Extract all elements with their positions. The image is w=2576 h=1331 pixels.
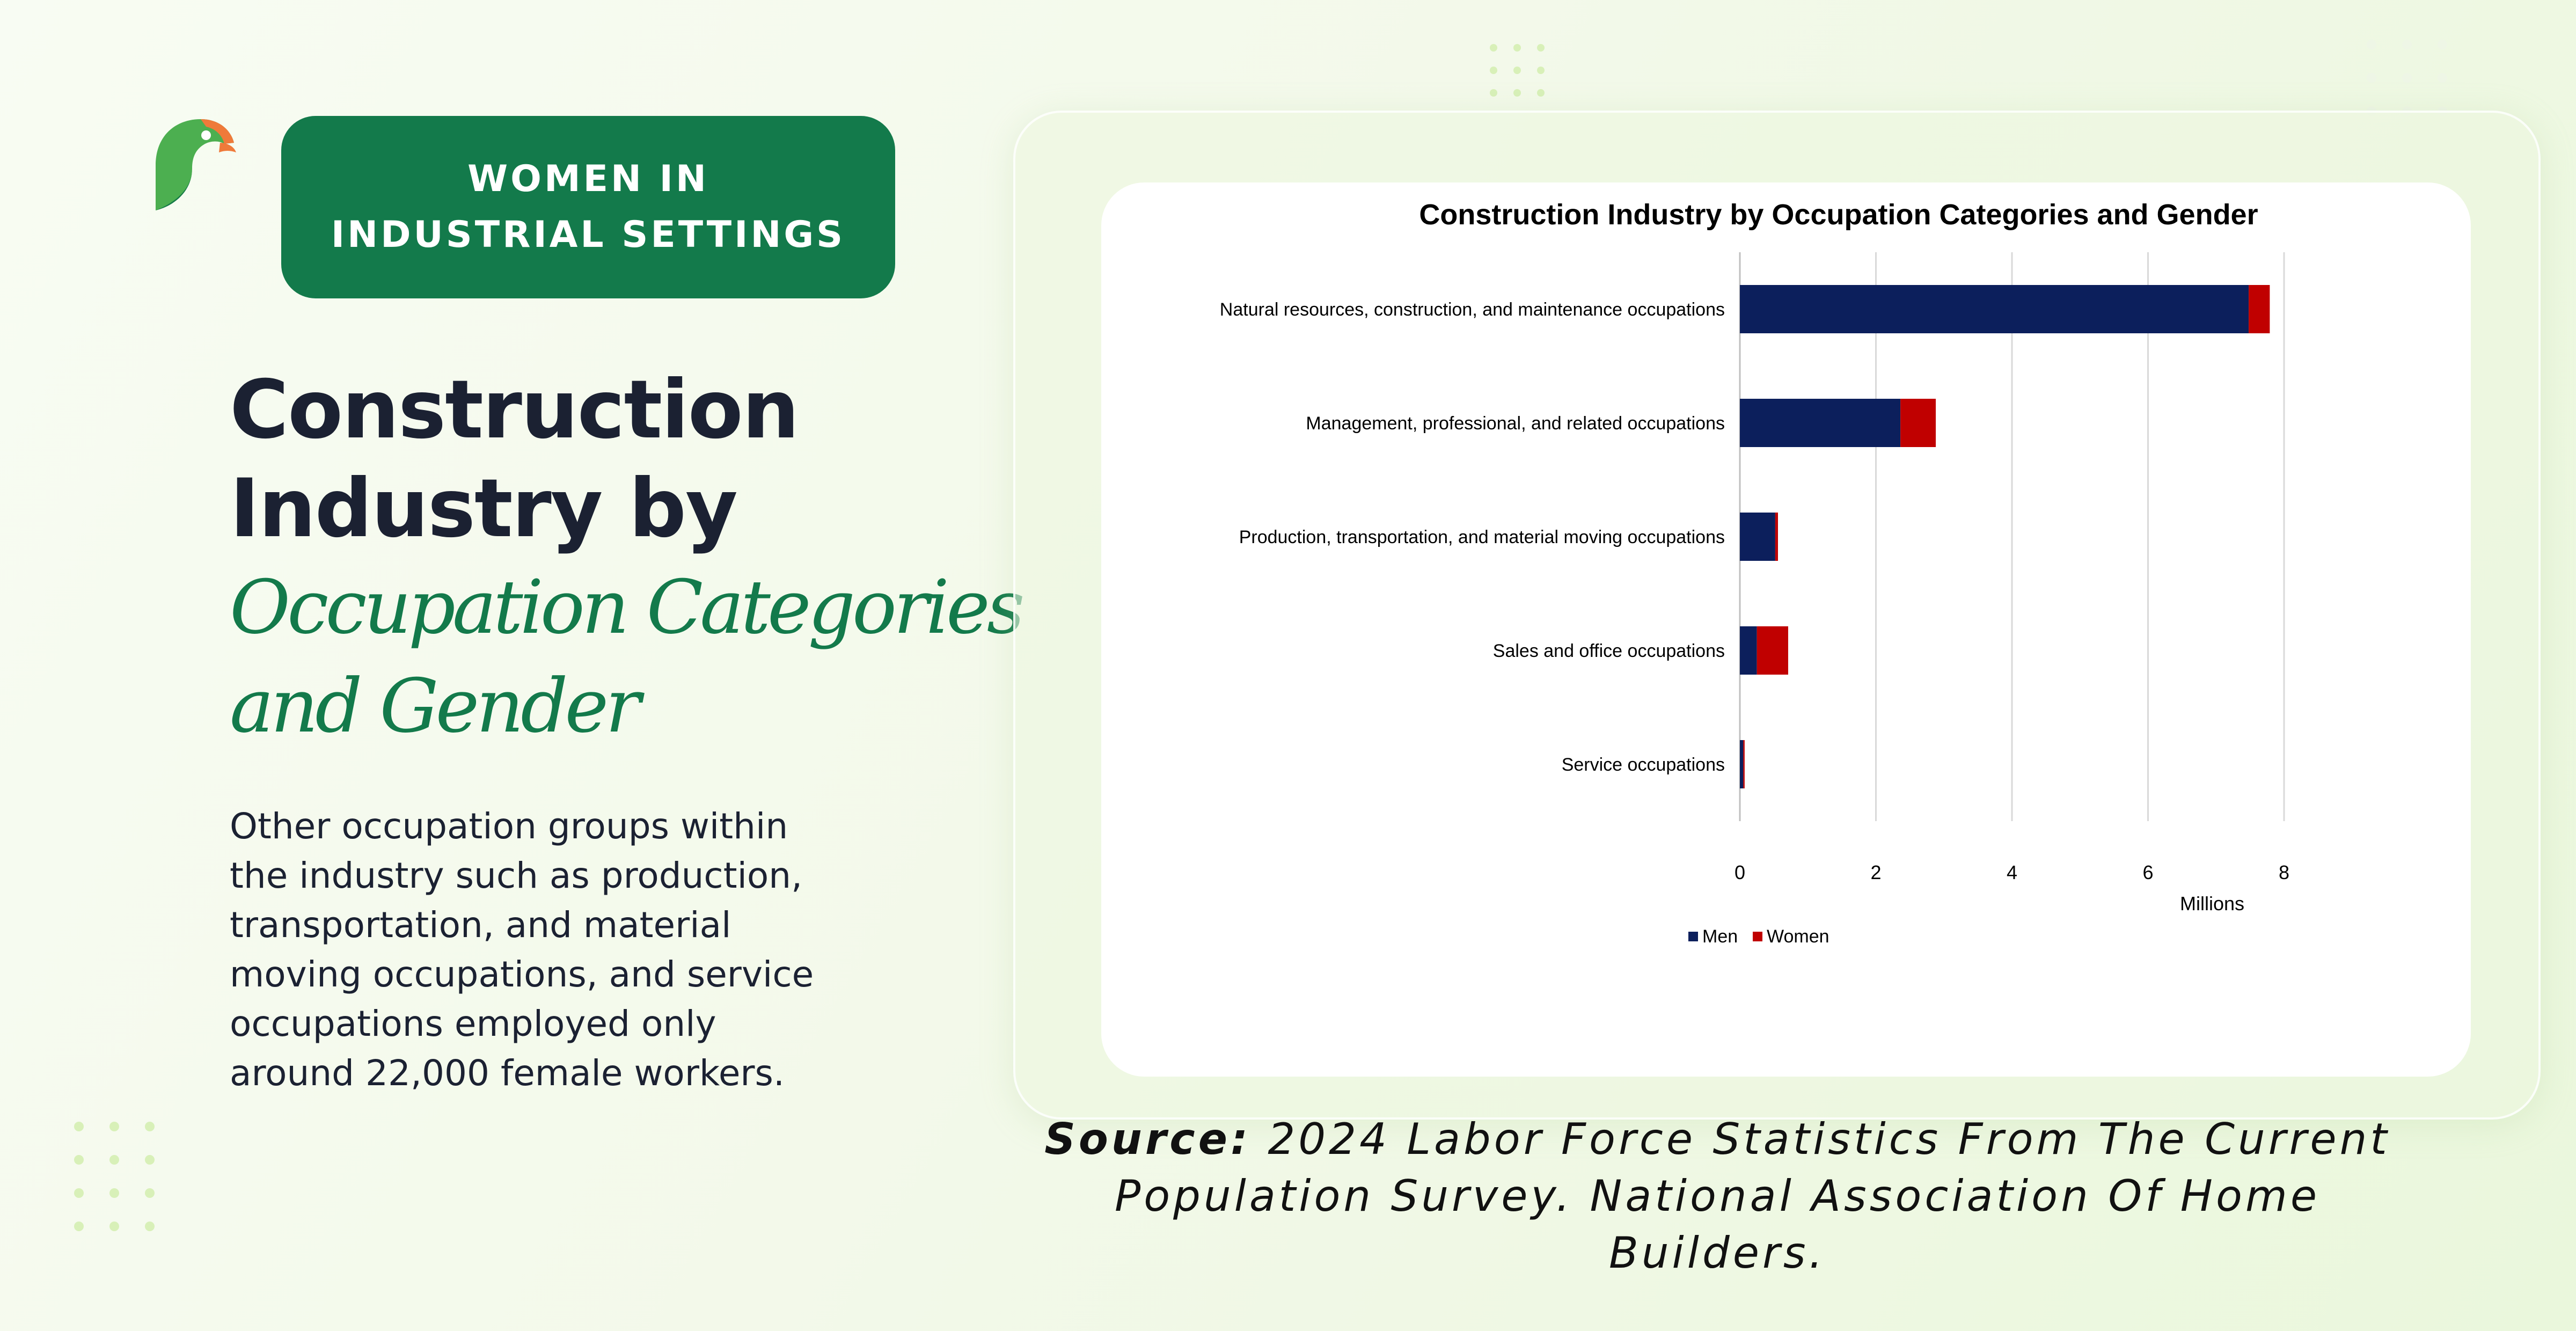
source-citation: Source: 2024 Labor Force Statistics From…: [1009, 1111, 2426, 1282]
bar-men: [1740, 285, 2249, 333]
page-title: Construction Industry by Occupation Cate…: [230, 361, 1025, 756]
decorative-dots-top: [1490, 44, 1547, 97]
chart-title: Construction Industry by Occupation Cate…: [1419, 199, 2258, 231]
x-axis-label: Millions: [2180, 893, 2244, 915]
x-tick-label: 6: [2142, 861, 2153, 883]
x-tick-label: 8: [2279, 861, 2289, 883]
y-category-label: Service occupations: [1562, 755, 1725, 775]
legend-label-men: Men: [1702, 926, 1738, 947]
category-badge: WOMEN IN INDUSTRIAL SETTINGS: [281, 116, 895, 298]
decorative-dots-left: [74, 1122, 156, 1231]
y-category-label: Natural resources, construction, and mai…: [1220, 299, 1725, 320]
page-title-line-4: and Gender: [230, 663, 641, 749]
y-category-label: Management, professional, and related oc…: [1306, 413, 1725, 434]
legend-label-women: Women: [1767, 926, 1829, 947]
source-text: 2024 Labor Force Statistics From The Cur…: [1114, 1114, 2390, 1278]
legend-swatch-men: [1688, 932, 1698, 941]
bar-women: [1743, 740, 1745, 788]
bar-men: [1740, 740, 1744, 788]
legend-swatch-women: [1753, 932, 1762, 941]
category-badge-label: WOMEN IN INDUSTRIAL SETTINGS: [331, 158, 846, 256]
bar-women: [2249, 285, 2270, 333]
bar-women: [1757, 626, 1788, 675]
bar-men: [1740, 513, 1775, 561]
source-label: Source:: [1044, 1114, 1251, 1164]
bar-women: [1775, 513, 1778, 561]
bar-men: [1740, 626, 1757, 675]
description-text: Other occupation groups within the indus…: [230, 806, 814, 1094]
bar-chart: Construction Industry by Occupation Cate…: [1220, 199, 2289, 947]
x-tick-label: 4: [2007, 861, 2017, 883]
x-tick-label: 2: [1870, 861, 1881, 883]
x-tick-label: 0: [1735, 861, 1745, 883]
y-category-label: Sales and office occupations: [1493, 641, 1725, 661]
parrot-logo-icon: [156, 119, 236, 210]
bar-men: [1740, 399, 1901, 447]
chart-card: Construction Industry by Occupation Cate…: [1101, 182, 2471, 1077]
y-category-label: Production, transportation, and material…: [1239, 527, 1725, 547]
page-title-line-3: Occupation Categories: [230, 564, 1025, 650]
decorative-dots-right: [2367, 40, 2448, 116]
bar-women: [1900, 399, 1936, 447]
page-title-line-1: Construction: [230, 363, 800, 457]
page-title-line-2: Industry by: [230, 462, 738, 555]
